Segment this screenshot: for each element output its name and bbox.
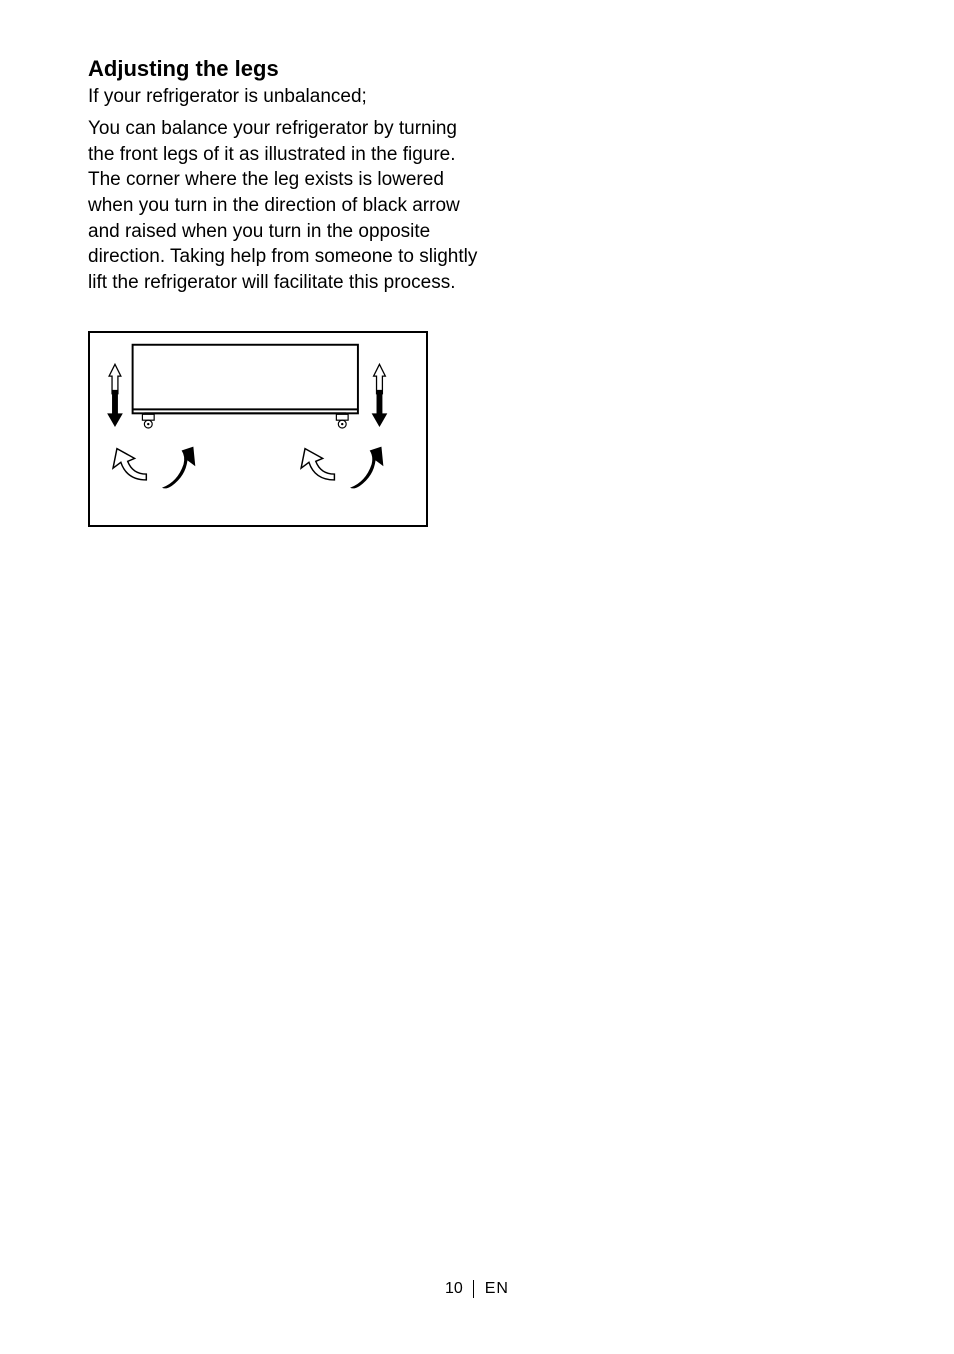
left-updown-arrow-icon (107, 365, 123, 428)
page-number: 10 (445, 1280, 463, 1297)
body-text: You can balance your refrigerator by tur… (88, 116, 488, 295)
content-column: Adjusting the legs If your refrigerator … (88, 56, 488, 527)
leg-adjustment-diagram (88, 331, 428, 527)
right-updown-arrow-icon (372, 365, 388, 428)
intro-text: If your refrigerator is unbalanced; (88, 86, 488, 108)
right-wheel-icon (336, 415, 348, 429)
page-footer: 10 EN (0, 1280, 954, 1298)
diagram-svg (90, 333, 426, 525)
right-rotation-arrows (301, 447, 383, 489)
language-code: EN (485, 1280, 509, 1297)
footer-divider (473, 1280, 474, 1298)
left-rotation-arrows (113, 447, 195, 489)
left-wheel-icon (142, 415, 154, 429)
section-heading: Adjusting the legs (88, 56, 488, 82)
fridge-outline (133, 345, 358, 414)
